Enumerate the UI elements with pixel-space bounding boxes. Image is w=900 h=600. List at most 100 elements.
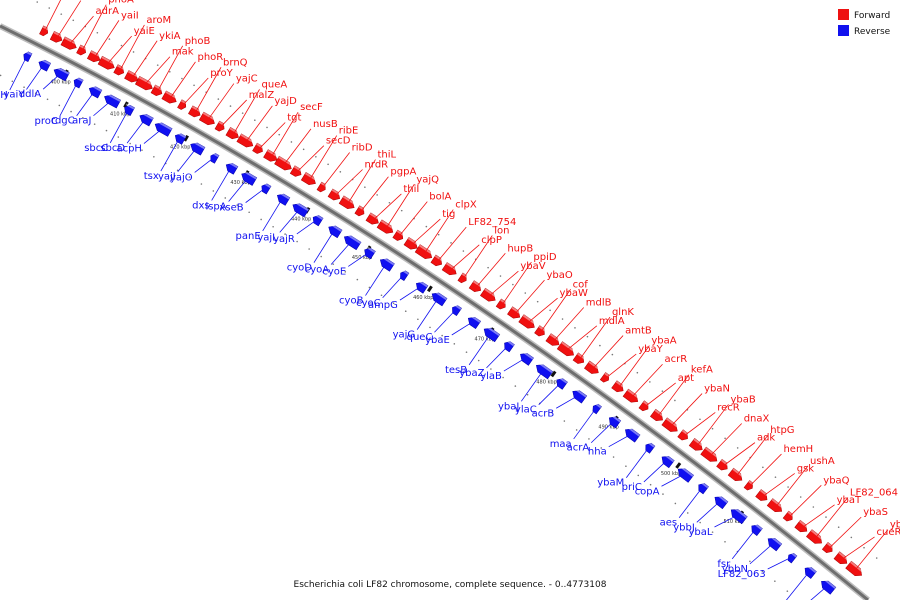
forward-gene-label[interactable]: ybbL — [890, 520, 900, 531]
reverse-gene-arrow[interactable] — [37, 58, 52, 72]
forward-gene-label[interactable]: kefA — [691, 365, 713, 376]
forward-gene-label[interactable]: yaiI — [121, 10, 139, 21]
forward-gene-arrow[interactable] — [365, 212, 381, 227]
reverse-gene-arrow[interactable] — [518, 350, 534, 366]
forward-gene-label[interactable]: iraP — [83, 0, 102, 2]
reverse-gene-label[interactable]: ispA — [205, 201, 226, 212]
forward-gene-label[interactable]: ybaV — [520, 261, 545, 272]
reverse-gene-arrow[interactable] — [342, 233, 362, 251]
forward-gene-label[interactable]: proY — [210, 68, 233, 79]
reverse-gene-label[interactable]: hha — [588, 447, 607, 458]
forward-gene-label[interactable]: amtB — [625, 326, 652, 337]
forward-gene-label[interactable]: clpX — [455, 200, 477, 211]
forward-gene-label[interactable]: tig — [442, 209, 455, 220]
forward-gene-label[interactable]: ybaO — [546, 270, 572, 281]
reverse-gene-label[interactable]: priC — [622, 482, 642, 493]
reverse-gene-label[interactable]: sbcC — [84, 143, 108, 154]
reverse-gene-label[interactable]: ampH — [0, 90, 8, 101]
reverse-gene-label[interactable]: yaiY — [4, 90, 26, 101]
reverse-gene-label[interactable]: panE — [236, 231, 261, 242]
reverse-gene-arrow[interactable] — [450, 303, 462, 317]
reverse-gene-label[interactable]: acrB — [532, 408, 555, 419]
reverse-gene-arrow[interactable] — [378, 256, 395, 272]
reverse-gene-arrow[interactable] — [765, 535, 783, 552]
forward-gene-label[interactable]: ybaB — [730, 394, 755, 405]
reverse-gene-label[interactable]: acrA — [567, 443, 590, 454]
forward-gene-label[interactable]: phoB — [185, 36, 211, 47]
forward-gene-label[interactable]: mdlB — [586, 297, 612, 308]
forward-gene-label[interactable]: phoR — [197, 52, 223, 63]
reverse-gene-label[interactable]: sbcD — [100, 143, 125, 154]
reverse-gene-arrow[interactable] — [259, 182, 272, 195]
forward-gene-label[interactable]: dnaX — [744, 413, 770, 424]
forward-gene-arrow[interactable] — [700, 446, 720, 464]
reverse-gene-arrow[interactable] — [802, 564, 817, 579]
forward-gene-arrow[interactable] — [661, 417, 681, 435]
reverse-gene-arrow[interactable] — [311, 213, 324, 227]
forward-gene-arrow[interactable] — [327, 188, 343, 202]
reverse-gene-label[interactable]: aes — [660, 518, 678, 529]
forward-gene-arrow[interactable] — [441, 262, 459, 277]
reverse-gene-arrow[interactable] — [607, 414, 622, 429]
reverse-gene-label[interactable]: ampG — [368, 300, 398, 311]
reverse-gene-arrow[interactable] — [591, 402, 602, 415]
forward-gene-label[interactable]: mak — [172, 47, 194, 58]
reverse-gene-arrow[interactable] — [398, 269, 410, 282]
forward-gene-label[interactable]: thiL — [377, 150, 396, 161]
forward-gene-arrow[interactable] — [289, 165, 304, 179]
reverse-gene-label[interactable]: yajI — [158, 172, 176, 183]
reverse-gene-arrow[interactable] — [728, 506, 748, 525]
forward-gene-label[interactable]: ybaA — [651, 336, 676, 347]
forward-gene-arrow[interactable] — [833, 551, 850, 567]
forward-gene-arrow[interactable] — [214, 120, 227, 133]
reverse-gene-arrow[interactable] — [466, 314, 482, 330]
reverse-gene-label[interactable]: cyoD — [287, 263, 313, 274]
reverse-gene-arrow[interactable] — [534, 361, 554, 380]
forward-gene-arrow[interactable] — [60, 36, 79, 52]
forward-gene-arrow[interactable] — [716, 458, 731, 472]
reverse-gene-label[interactable]: yajL — [257, 232, 278, 243]
reverse-gene-label[interactable]: ddlA — [19, 89, 41, 100]
forward-gene-label[interactable]: hemH — [783, 444, 813, 455]
reverse-gene-arrow[interactable] — [153, 120, 173, 137]
forward-gene-label[interactable]: adrA — [96, 6, 120, 17]
forward-gene-arrow[interactable] — [755, 489, 770, 503]
forward-gene-label[interactable]: phoA — [108, 0, 134, 6]
reverse-gene-label[interactable]: yajR — [273, 234, 295, 245]
forward-gene-label[interactable]: ykiA — [159, 31, 180, 42]
reverse-gene-arrow[interactable] — [554, 376, 568, 390]
reverse-gene-label[interactable]: queC — [407, 332, 433, 343]
reverse-gene-arrow[interactable] — [502, 339, 515, 353]
reverse-gene-arrow[interactable] — [87, 84, 103, 99]
reverse-gene-label[interactable]: ybbJ — [673, 522, 695, 533]
forward-gene-label[interactable]: yaiE — [134, 26, 155, 37]
forward-gene-label[interactable]: brnQ — [223, 57, 248, 68]
reverse-gene-arrow[interactable] — [362, 245, 376, 260]
reverse-gene-arrow[interactable] — [675, 465, 694, 483]
reverse-gene-label[interactable]: LF82_063 — [718, 569, 766, 580]
reverse-gene-arrow[interactable] — [208, 151, 220, 164]
forward-gene-label[interactable]: htpG — [770, 425, 794, 436]
forward-gene-label[interactable]: secD — [326, 136, 351, 147]
reverse-gene-label[interactable]: dxs — [192, 200, 209, 211]
reverse-gene-label[interactable]: cyoA — [305, 264, 330, 275]
reverse-gene-label[interactable]: rdgC — [51, 116, 75, 127]
forward-gene-arrow[interactable] — [177, 99, 189, 111]
forward-gene-label[interactable]: ushA — [810, 456, 835, 467]
forward-gene-label[interactable]: ribD — [352, 142, 373, 153]
reverse-gene-arrow[interactable] — [712, 493, 729, 510]
reverse-gene-label[interactable]: maa — [550, 439, 572, 450]
reverse-gene-arrow[interactable] — [102, 92, 122, 109]
reverse-gene-arrow[interactable] — [138, 111, 154, 127]
forward-gene-label[interactable]: ybaW — [560, 288, 588, 299]
reverse-gene-arrow[interactable] — [623, 426, 641, 443]
forward-gene-label[interactable]: ppiD — [533, 252, 556, 263]
reverse-gene-label[interactable]: ybaZ — [459, 368, 484, 379]
reverse-gene-arrow[interactable] — [659, 453, 675, 469]
reverse-gene-arrow[interactable] — [414, 279, 429, 294]
reverse-gene-label[interactable]: ybaM — [597, 478, 624, 489]
forward-gene-label[interactable]: adk — [757, 433, 775, 444]
reverse-gene-label[interactable]: cyoC — [356, 298, 381, 309]
forward-gene-arrow[interactable] — [97, 55, 117, 71]
reverse-gene-arrow[interactable] — [819, 577, 837, 595]
